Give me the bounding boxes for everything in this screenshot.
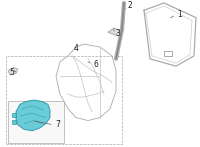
Text: 7: 7 (56, 120, 60, 130)
Text: 6: 6 (94, 60, 98, 69)
Text: 3: 3 (116, 29, 120, 38)
Bar (6, 56, 122, 144)
Polygon shape (16, 100, 50, 131)
Polygon shape (108, 28, 120, 35)
Text: 2: 2 (128, 1, 132, 10)
Polygon shape (8, 68, 18, 75)
Text: 4: 4 (74, 44, 78, 53)
Text: 1: 1 (178, 10, 182, 19)
Bar (8, 101, 64, 143)
Text: 5: 5 (10, 67, 14, 77)
